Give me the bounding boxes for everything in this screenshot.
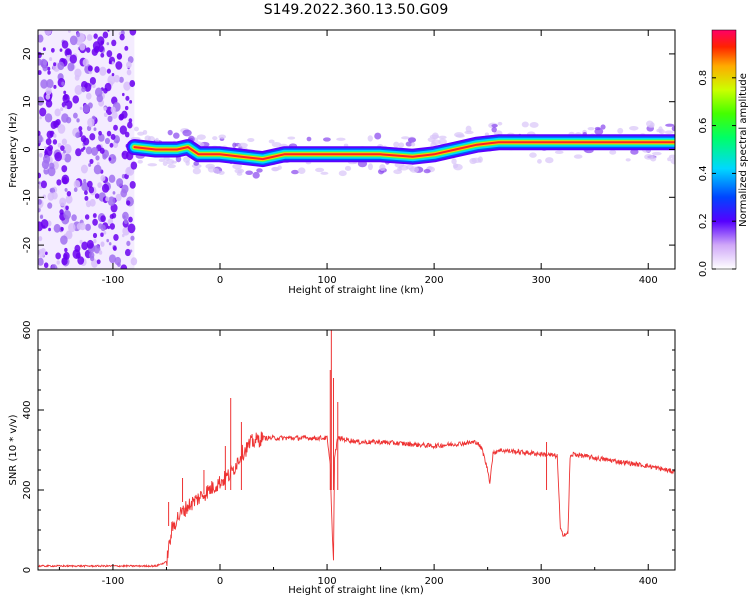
y-tick-label: -10: [22, 189, 33, 205]
colorbar-gradient: [711, 29, 737, 270]
snr-xlabel: Height of straight line (km): [288, 585, 424, 596]
colorbar-ticks: 0.0 0.2 0.4 0.6 0.8: [698, 70, 736, 277]
noise-speckles: [38, 30, 138, 269]
y-tick-label: 10: [22, 95, 33, 108]
colorbar-tick-label: 0.0: [698, 261, 709, 277]
figure-title: S149.2022.360.13.50.G09: [264, 2, 449, 18]
snr-panel: -100 0 100 200 300 400 0 200 400 600 Height of st…: [8, 320, 676, 596]
colorbar-tick-label: 0.2: [698, 213, 709, 229]
x-tick-label: 100: [318, 275, 337, 286]
x-tick-label: 0: [217, 275, 223, 286]
snr-plot-area: [38, 330, 675, 568]
x-tick-label: 300: [532, 275, 551, 286]
spectrogram-image: [38, 30, 675, 269]
x-tick-label: 0: [217, 576, 223, 587]
colorbar-tick-label: 0.8: [698, 70, 709, 86]
ridge-layer-5: [133, 141, 675, 161]
x-tick-label: 400: [639, 576, 658, 587]
x-tick-label: -100: [102, 275, 125, 286]
colorbar-tick-label: 0.6: [698, 118, 709, 134]
snr-ylabel: SNR (10 * v/v): [8, 414, 19, 485]
x-tick-label: 300: [532, 576, 551, 587]
y-tick-label: 600: [22, 320, 33, 339]
y-tick-label: 0: [22, 567, 33, 573]
snr-series-line: [38, 431, 675, 568]
snr-frame: [37, 329, 676, 571]
x-tick-label: 200: [425, 576, 444, 587]
x-tick-label: 100: [318, 576, 337, 587]
spectrogram-xlabel: Height of straight line (km): [288, 285, 424, 296]
x-tick-label: 200: [425, 275, 444, 286]
colorbar-tick-label: 0.4: [698, 165, 709, 181]
colorbar-label: Normalized spectral amplitude: [738, 73, 749, 227]
y-tick-label: 0: [22, 146, 33, 152]
y-tick-label: 400: [22, 400, 33, 419]
x-tick-label: 400: [639, 275, 658, 286]
spectrogram-ylabel: Frequency (Hz): [8, 112, 19, 188]
y-tick-label: -20: [22, 237, 33, 253]
snr-ticks: -100 0 100 200 300 400 0 200 400 600: [22, 320, 675, 587]
colorbar: 0.0 0.2 0.4 0.6 0.8 Normalized spectral ampl…: [698, 29, 749, 277]
y-tick-label: 200: [22, 480, 33, 499]
y-tick-label: 20: [22, 48, 33, 61]
x-tick-label: -100: [102, 576, 125, 587]
